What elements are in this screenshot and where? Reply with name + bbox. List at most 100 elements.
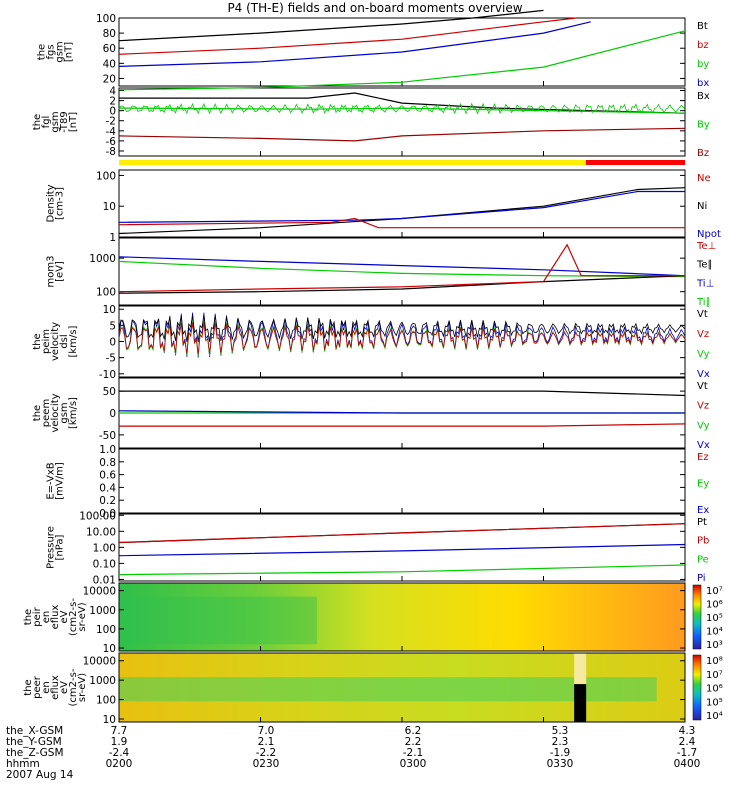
colorbar-tick-label: 10⁷ [706,670,723,681]
y-tick-label: 0.2 [99,495,116,507]
y-axis-label: peir [32,606,43,626]
y-axis-label: peem [41,399,52,427]
y-tick-label: 0.01 [93,574,116,586]
series-density-Ne [118,217,685,229]
panel-frame-pressure [118,513,686,582]
y-axis-label: gsm [55,41,66,62]
y-axis-label: fgs [46,44,57,59]
y-axis-label: [mV/m] [55,462,66,500]
xtick-z: -1.7 [676,747,698,759]
xtick-x: 6.2 [404,725,422,737]
y-tick-label: 1000 [89,675,116,687]
mode-bar-fast [119,160,586,165]
y-tick-label: 10 [103,643,116,655]
legend-bx: bx [697,78,709,89]
xtick-y: 2.4 [678,736,696,748]
series-temp-Te⊥ [118,243,685,293]
y-tick-label: 60 [103,43,116,55]
y-axis-label: eV [59,681,70,694]
series-density-Npot [118,190,685,223]
y-axis-label: [eV] [55,261,66,282]
y-tick-label: 100.00 [79,510,116,522]
y-axis-label: gsm [50,111,61,132]
y-axis-label: sr-eV) [77,602,88,631]
xaxis-label-y: the_Y-GSM [6,736,62,748]
xtick-y: 1.9 [110,736,128,748]
xtick-col: 6.2 2.2 -2.1 0300 [390,726,436,770]
legend-Ey: Ey [697,479,709,490]
spectrogram-gap [574,684,587,722]
y-axis-label: [km/s] [68,397,79,429]
colorbar-tick-label: 10⁴ [706,627,723,638]
spectrogram-peir [119,583,685,651]
xaxis-label-date: 2007 Aug 14 [6,769,74,781]
y-axis-label: eV [59,610,70,623]
y-axis-label: eflux [50,675,61,700]
y-tick-label: -10 [99,369,116,381]
spectrogram-bright [574,653,587,685]
y-tick-label: 10 [103,304,116,316]
colorbar [692,584,702,650]
xtick-time: 0300 [399,758,427,770]
colorbar [692,654,702,721]
y-axis-label: peim [41,329,52,354]
xtick-x: 7.7 [110,725,128,737]
y-axis-label: -T89 [59,111,70,133]
y-axis-label: peer [32,675,43,699]
y-axis-label: (cm2-s- [68,598,79,636]
y-tick-label: 100 [96,287,116,299]
y-tick-label: 50 [103,386,116,398]
legend-Pt: Pt [697,517,707,528]
y-axis-label: velocity [50,322,61,361]
series-temp-Te∥ [118,275,686,294]
series-pressure-Pe [118,564,686,576]
y-axis-label: the [23,679,34,695]
y-tick-label: -6 [106,136,117,148]
legend-Vy: Vy [697,349,710,360]
legend-Pb: Pb [697,536,709,547]
y-tick-label: -50 [99,430,116,442]
series-fgs-by [118,30,686,91]
y-tick-label: 100 [96,170,116,182]
y-tick-label: 0 [109,106,116,118]
y-tick-label: 0.0 [99,508,116,520]
legend-Vz: Vz [697,401,709,412]
legend-Ni: Ni [697,201,707,212]
y-tick-label: -5 [106,353,116,365]
legend-Bt: Bt [697,21,708,32]
xaxis-label-hhmm: hhmm [6,758,40,770]
xtick-col: 5.3 2.3 -1.9 0330 [537,726,583,770]
y-axis-label: dsl [59,334,70,348]
y-tick-label: 5 [109,320,116,332]
y-tick-label: 0.10 [93,558,116,570]
y-tick-label: 10 [103,201,116,213]
series-fgl-Bz [118,127,686,142]
y-tick-label: 1.00 [93,542,116,554]
y-axis-label: the [23,609,34,625]
xtick-col: 4.3 2.4 -1.7 0400 [664,726,710,770]
y-tick-label: 20 [103,73,116,85]
y-axis-label: sr-eV) [77,673,88,702]
xtick-y: 2.3 [551,736,569,748]
xtick-z: -1.9 [549,747,571,759]
legend-bz: bz [697,40,709,51]
y-axis-label: gsm [59,402,70,423]
y-tick-label: 10000 [83,656,116,668]
xtick-y: 2.1 [257,736,275,748]
y-tick-label: 1000 [89,253,116,265]
series-peim-v-Vz [118,322,686,355]
xaxis-label-x: the_X-GSM [6,725,64,737]
y-tick-label: 0 [109,337,116,349]
legend-Vt: Vt [697,309,708,320]
y-axis-label: the [32,405,43,421]
y-axis-label: (cm2-s- [68,668,79,706]
y-tick-label: 0.4 [99,482,116,494]
legend-Te⊥: Te⊥ [696,241,716,252]
series-fgs-Bt [118,9,544,42]
y-axis-label: fgl [41,116,52,129]
series-temp-Ti⊥ [118,256,686,277]
page-title: P4 (TH-E) fields and on-board moments ov… [227,1,523,15]
y-axis-label: velocity [50,393,61,432]
colorbar-tick-label: 10⁷ [706,586,723,597]
